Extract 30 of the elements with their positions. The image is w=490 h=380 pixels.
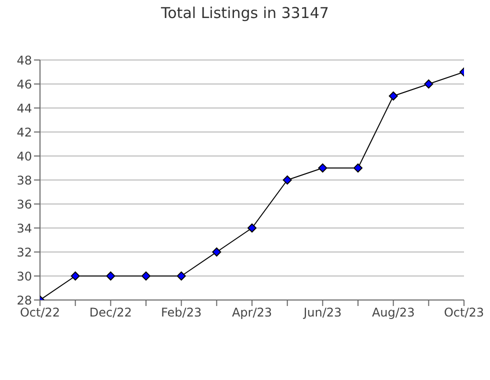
point (212, 248, 222, 256)
y-tick-label: 30 (16, 269, 32, 284)
point (106, 272, 116, 280)
x-tick-label: Apr/23 (232, 306, 272, 320)
point (176, 272, 186, 280)
y-tick-label: 36 (16, 197, 32, 212)
x-tick-label: Oct/23 (444, 306, 484, 320)
point (318, 164, 328, 172)
x-tick-label: Feb/23 (161, 306, 202, 320)
y-tick-label: 34 (16, 221, 32, 236)
point (70, 272, 80, 280)
y-tick-label: 44 (16, 101, 32, 116)
y-tick-label: 46 (16, 77, 32, 92)
point (248, 224, 256, 232)
point (388, 92, 398, 100)
point (282, 176, 292, 184)
y-tick-label: 28 (16, 293, 32, 308)
y-tick-label: 42 (16, 125, 32, 140)
y-tick-label: 32 (16, 245, 32, 260)
point (142, 272, 150, 280)
y-tick-label: 40 (16, 149, 32, 164)
point (354, 164, 362, 172)
chart-title: Total Listings in 33147 (160, 4, 330, 22)
y-tick-label: 38 (16, 173, 32, 188)
point (424, 80, 434, 88)
y-tick-label: 48 (16, 53, 32, 68)
x-tick-label: Oct/22 (20, 306, 60, 320)
x-tick-label: Dec/22 (89, 306, 132, 320)
x-tick-label: Jun/23 (302, 306, 342, 320)
x-tick-label: Aug/23 (372, 306, 415, 320)
